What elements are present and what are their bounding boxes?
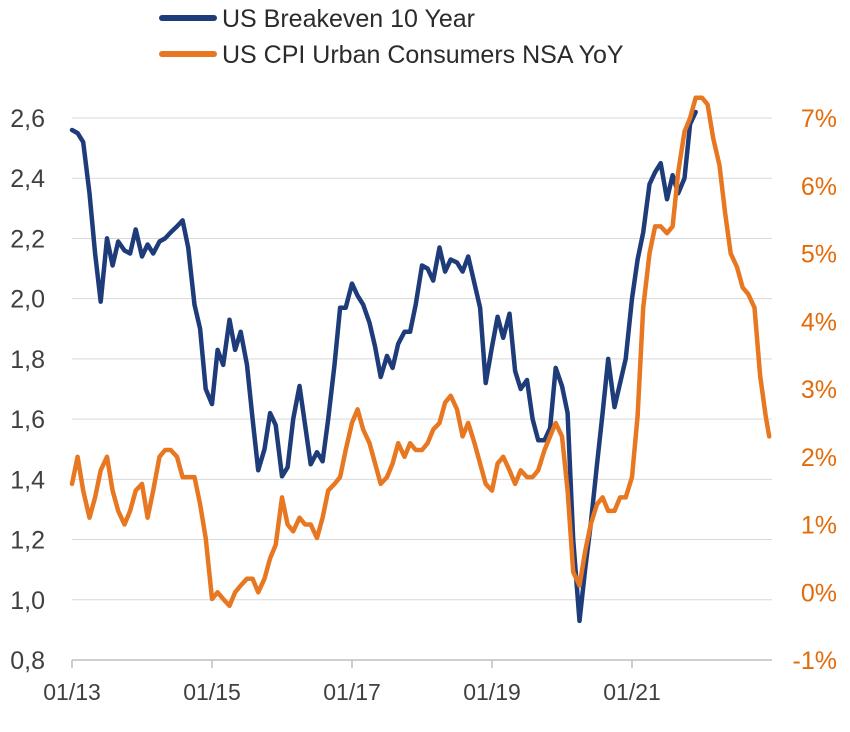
left-tick-label: 2,6	[10, 105, 45, 133]
left-tick-label: 2,0	[10, 286, 45, 314]
left-tick-label: 1,0	[10, 587, 45, 615]
right-tick-label: 2%	[801, 444, 837, 472]
left-tick-label: 1,2	[10, 527, 45, 555]
right-tick-label: 7%	[801, 105, 837, 133]
series-line-breakeven	[69, 109, 698, 624]
right-tick-label: 3%	[801, 376, 837, 404]
right-axis-ticks: -1% 0% 1% 2% 3% 4% 5% 6% 7%	[793, 105, 837, 675]
right-tick-label: 0%	[801, 579, 837, 607]
left-tick-label: 1,8	[10, 346, 45, 374]
right-tick-label: -1%	[793, 647, 837, 675]
legend-label-cpi: US CPI Urban Consumers NSA YoY	[222, 41, 624, 69]
right-tick-label: 4%	[801, 308, 837, 336]
x-tick-label: 01/21	[603, 679, 661, 705]
x-tick-label: 01/17	[323, 679, 381, 705]
left-tick-label: 0,8	[10, 647, 45, 675]
legend-item-cpi: US CPI Urban Consumers NSA YoY	[159, 41, 624, 69]
x-axis: 01/13 01/15 01/17 01/19 01/21	[43, 660, 661, 705]
left-tick-label: 2,2	[10, 225, 45, 253]
legend-label-breakeven: US Breakeven 10 Year	[222, 5, 475, 33]
x-tick-label: 01/15	[183, 679, 241, 705]
left-tick-label: 1,4	[10, 466, 45, 494]
x-tick-label: 01/13	[43, 679, 101, 705]
series-lines	[69, 95, 772, 624]
right-tick-label: 6%	[801, 173, 837, 201]
right-tick-label: 5%	[801, 241, 837, 269]
legend: US Breakeven 10 Year US CPI Urban Consum…	[159, 5, 624, 69]
x-tick-label: 01/19	[463, 679, 521, 705]
right-tick-label: 1%	[801, 512, 837, 540]
legend-item-breakeven: US Breakeven 10 Year	[159, 5, 475, 33]
left-tick-label: 1,6	[10, 406, 45, 434]
series-line-cpi	[69, 95, 772, 609]
left-axis-ticks: 0,8 1,0 1,2 1,4 1,6 1,8 2,0 2,2 2,4 2,6	[10, 105, 45, 675]
left-tick-label: 2,4	[10, 165, 45, 193]
